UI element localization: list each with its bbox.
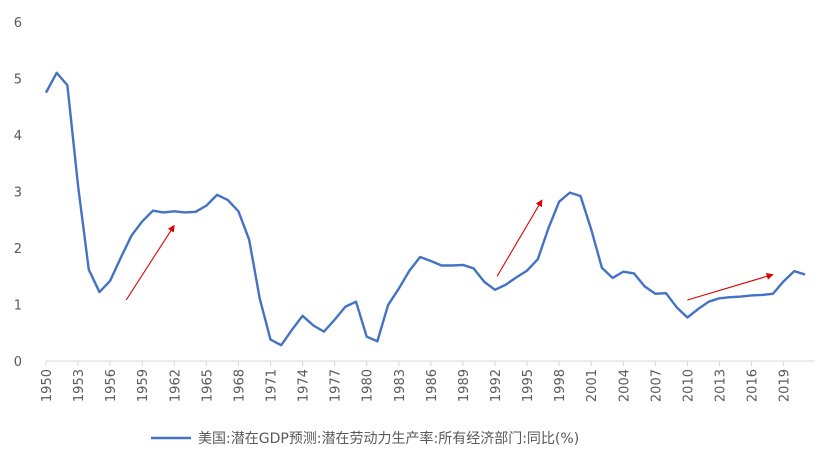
x-tick-label: 1977 — [329, 369, 344, 402]
x-tick-label: 1956 — [104, 369, 119, 402]
y-tick-label: 2 — [14, 242, 22, 257]
x-tick-label: 1965 — [200, 369, 215, 402]
x-tick-label: 2001 — [585, 369, 600, 402]
x-tick-label: 1971 — [264, 369, 279, 402]
trend-arrow — [687, 272, 774, 301]
trend-arrow — [125, 224, 175, 301]
legend-label: 美国:潜在GDP预测:潜在劳动力生产率:所有经济部门:同比(%) — [198, 430, 579, 447]
x-tick-label: 1950 — [40, 369, 55, 402]
x-tick-label: 1983 — [393, 369, 408, 402]
trend-arrows — [125, 199, 774, 301]
x-tick-label: 1968 — [232, 369, 247, 402]
x-tick-label: 2010 — [681, 369, 696, 402]
x-tick-label: 1962 — [168, 369, 183, 402]
x-tick-label: 2019 — [778, 369, 793, 402]
y-tick-label: 0 — [14, 355, 22, 370]
y-axis: 0 1 2 3 4 5 6 — [14, 16, 22, 370]
data-points — [45, 72, 806, 347]
x-tick-label: 1998 — [553, 369, 568, 402]
x-tick-label: 1959 — [136, 369, 151, 402]
x-tick-label: 1995 — [521, 369, 536, 402]
y-tick-label: 5 — [14, 73, 22, 88]
x-tick-label: 1953 — [72, 369, 87, 402]
x-tick-label: 2016 — [746, 369, 761, 402]
x-axis: 1950 1953 1956 1959 1962 1965 1968 1971 1974 1977… — [40, 361, 793, 402]
x-tick-label: 1980 — [361, 369, 376, 402]
y-tick-label: 3 — [14, 186, 22, 201]
x-tick-label: 2007 — [649, 369, 664, 402]
legend: 美国:潜在GDP预测:潜在劳动力生产率:所有经济部门:同比(%) — [151, 430, 579, 447]
series-line — [44, 71, 806, 347]
trend-arrow — [496, 199, 543, 277]
x-tick-label: 1989 — [457, 369, 472, 402]
x-tick-label: 1986 — [425, 369, 440, 402]
x-tick-label: 2013 — [713, 369, 728, 402]
x-tick-label: 1992 — [489, 369, 504, 402]
x-tick-label: 2004 — [617, 369, 632, 402]
y-tick-label: 4 — [14, 129, 22, 144]
y-tick-label: 1 — [14, 299, 22, 314]
x-tick-label: 1974 — [297, 369, 312, 402]
y-tick-label: 6 — [14, 16, 22, 31]
